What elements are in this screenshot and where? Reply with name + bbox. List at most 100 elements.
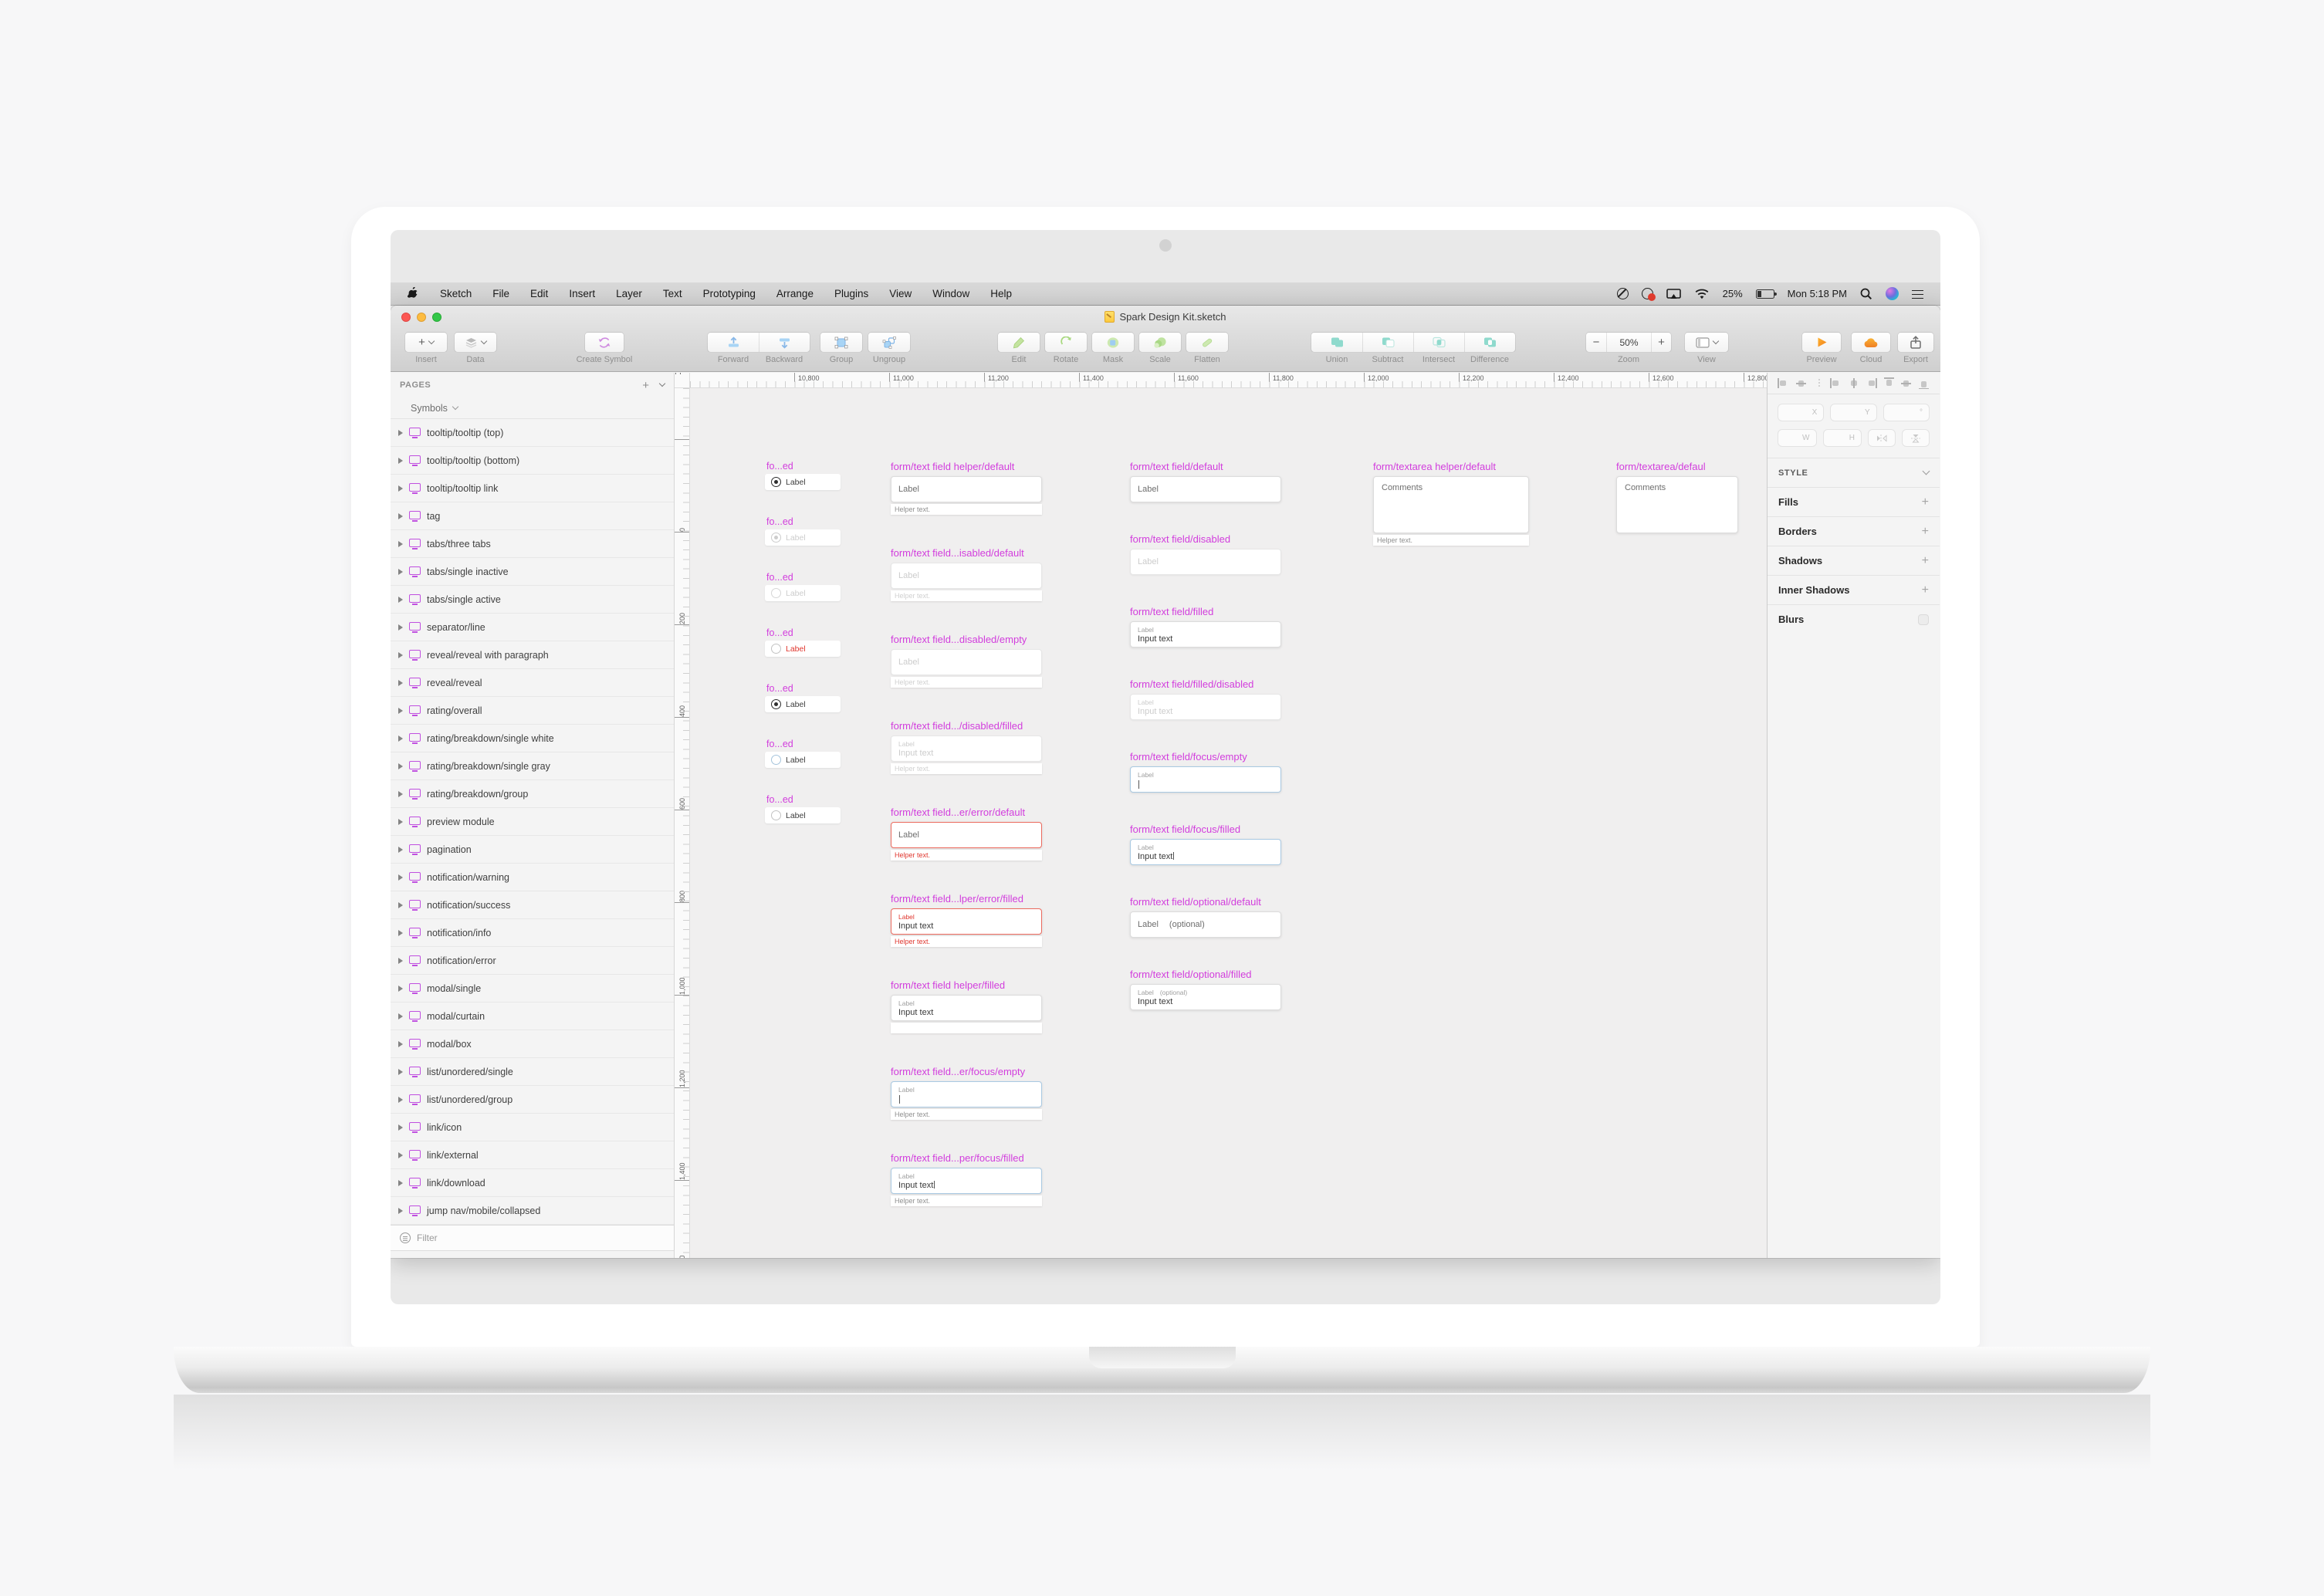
symbol-list-item[interactable]: preview module — [391, 808, 674, 836]
align-right-icon[interactable] — [1866, 378, 1877, 388]
disclosure-triangle-icon[interactable] — [398, 985, 403, 992]
artboard-title[interactable]: form/text field/default — [1130, 461, 1223, 472]
intersect-button[interactable] — [1413, 333, 1464, 352]
flip-horizontal-button[interactable] — [1868, 429, 1896, 447]
disclosure-triangle-icon[interactable] — [398, 679, 403, 686]
menu-item-view[interactable]: View — [889, 288, 912, 299]
zoom-in-button[interactable]: + — [1651, 333, 1671, 352]
symbol-list-item[interactable]: reveal/reveal — [391, 669, 674, 697]
artboard-title[interactable]: fo...ed — [766, 572, 793, 583]
disclosure-triangle-icon[interactable] — [398, 1096, 403, 1103]
wifi-icon[interactable] — [1694, 288, 1710, 299]
artboard[interactable]: form/text field/disabled Label — [1130, 533, 1281, 575]
symbol-list-item[interactable]: separator/line — [391, 614, 674, 641]
align-left-icon[interactable] — [1830, 378, 1842, 388]
artboard-title[interactable]: form/text field/optional/default — [1130, 896, 1261, 908]
distribute-vertically-icon[interactable] — [1796, 377, 1806, 389]
filter-bar[interactable]: Filter — [391, 1225, 674, 1251]
disclosure-triangle-icon[interactable] — [398, 707, 403, 714]
menu-item-layer[interactable]: Layer — [616, 288, 642, 299]
artboard[interactable]: form/text field helper/default Label Hel… — [891, 461, 1042, 515]
artboard[interactable]: form/text field helper/filled Label Inpu… — [891, 979, 1042, 1033]
artboard[interactable]: fo...ed Label — [765, 627, 841, 658]
disclosure-triangle-icon[interactable] — [398, 929, 403, 936]
width-field[interactable]: W — [1778, 429, 1817, 447]
artboard[interactable]: form/text field...er/error/default Label… — [891, 806, 1042, 861]
chevron-down-icon[interactable] — [658, 380, 666, 387]
zoom-out-button[interactable]: − — [1586, 333, 1606, 352]
menu-item-help[interactable]: Help — [990, 288, 1013, 299]
screen-mirroring-icon[interactable] — [1666, 288, 1681, 299]
symbol-list-item[interactable]: list/unordered/group — [391, 1086, 674, 1114]
minimize-window-button[interactable] — [417, 313, 426, 322]
backward-button[interactable] — [759, 333, 810, 352]
artboard[interactable]: form/text field.../disabled/filled Label… — [891, 720, 1042, 774]
height-field[interactable]: H — [1822, 429, 1862, 447]
artboard[interactable]: fo...ed Label — [765, 794, 841, 825]
artboard[interactable]: form/text field/focus/filled Label Input… — [1130, 823, 1281, 865]
disclosure-triangle-icon[interactable] — [398, 624, 403, 631]
disclosure-triangle-icon[interactable] — [398, 818, 403, 825]
x-position-field[interactable]: X — [1778, 404, 1825, 421]
create-symbol-button[interactable] — [584, 332, 624, 353]
symbol-list-item[interactable]: rating/breakdown/single white — [391, 725, 674, 752]
disclosure-triangle-icon[interactable] — [398, 512, 403, 519]
symbol-list-item[interactable]: pagination — [391, 836, 674, 864]
artboard-title[interactable]: fo...ed — [766, 516, 793, 527]
menu-item-text[interactable]: Text — [662, 288, 682, 299]
battery-icon[interactable] — [1755, 289, 1777, 299]
edit-button[interactable] — [997, 332, 1040, 353]
symbol-list-item[interactable]: tooltip/tooltip (top) — [391, 419, 674, 447]
canvas[interactable]: 10,800 11,000 11,200 11,400 11,600 11,800 12,0… — [675, 373, 1767, 1258]
align-bottom-icon[interactable] — [1919, 377, 1929, 389]
symbol-list-item[interactable]: modal/box — [391, 1030, 674, 1058]
artboard-title[interactable]: form/text field...isabled/default — [891, 547, 1024, 559]
ungroup-button[interactable] — [868, 332, 911, 353]
spotlight-search-icon[interactable] — [1860, 288, 1872, 300]
disclosure-triangle-icon[interactable] — [398, 1179, 403, 1186]
symbol-list-item[interactable]: list/unordered/single — [391, 1058, 674, 1086]
textarea-default-artboard[interactable]: form/textarea/defaul Comments — [1616, 461, 1767, 533]
symbol-list-item[interactable]: reveal/reveal with paragraph — [391, 641, 674, 669]
disclosure-triangle-icon[interactable] — [398, 1068, 403, 1075]
difference-button[interactable] — [1464, 333, 1515, 352]
artboard[interactable]: fo...ed Label — [765, 572, 841, 603]
artboard[interactable]: form/text field/filled Label Input text — [1130, 606, 1281, 648]
mask-button[interactable] — [1091, 332, 1135, 353]
zoom-window-button[interactable] — [432, 313, 441, 322]
rotation-field[interactable]: ° — [1883, 404, 1930, 421]
subtract-button[interactable] — [1362, 333, 1413, 352]
export-button[interactable] — [1897, 332, 1934, 353]
symbol-list-item[interactable]: tabs/single active — [391, 586, 674, 614]
artboard-title[interactable]: fo...ed — [766, 461, 793, 472]
do-not-disturb-icon[interactable] — [1616, 288, 1629, 299]
y-position-field[interactable]: Y — [1830, 404, 1877, 421]
artboard-title[interactable]: form/text field/focus/empty — [1130, 751, 1247, 762]
artboard[interactable]: form/text field/optional/default Label (o… — [1130, 896, 1281, 938]
disclosure-triangle-icon[interactable] — [398, 457, 403, 464]
artboard-title[interactable]: form/text field...er/focus/empty — [891, 1066, 1026, 1077]
artboard-title[interactable]: form/text field...per/focus/filled — [891, 1152, 1024, 1164]
symbol-list-item[interactable]: link/download — [391, 1169, 674, 1197]
page-selector[interactable]: Symbols — [391, 397, 674, 419]
artboard[interactable]: fo...ed Label — [765, 461, 841, 492]
add-page-button[interactable]: + — [642, 378, 649, 392]
artboard-title[interactable]: form/text field...disabled/empty — [891, 634, 1027, 645]
flip-vertical-button[interactable] — [1902, 429, 1930, 447]
disclosure-triangle-icon[interactable] — [398, 568, 403, 575]
symbol-list-item[interactable]: modal/curtain — [391, 1003, 674, 1030]
symbol-list-item[interactable]: link/icon — [391, 1114, 674, 1141]
symbol-list-item[interactable]: tabs/single inactive — [391, 558, 674, 586]
flatten-button[interactable] — [1186, 332, 1229, 353]
disclosure-triangle-icon[interactable] — [398, 762, 403, 769]
menu-item-arrange[interactable]: Arrange — [776, 288, 814, 299]
symbol-list-item[interactable]: notification/warning — [391, 864, 674, 891]
disclosure-triangle-icon[interactable] — [398, 651, 403, 658]
disclosure-triangle-icon[interactable] — [398, 1124, 403, 1131]
artboard-title[interactable]: form/text field...lper/error/filled — [891, 893, 1023, 905]
distribute-horizontally-icon[interactable] — [1778, 378, 1789, 388]
symbol-list-item[interactable]: notification/error — [391, 947, 674, 975]
symbol-list-item[interactable]: notification/success — [391, 891, 674, 919]
artboard-title[interactable]: form/text field/filled/disabled — [1130, 678, 1254, 690]
menu-item-plugins[interactable]: Plugins — [834, 288, 869, 299]
